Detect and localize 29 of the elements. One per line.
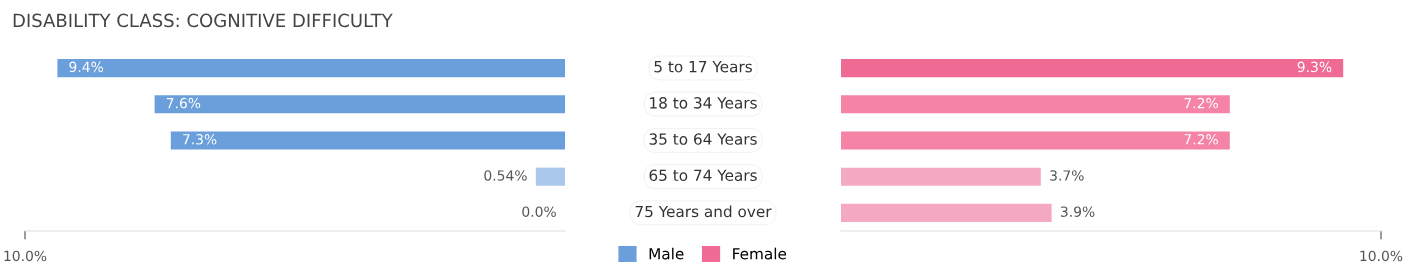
data-label: 9.3% xyxy=(1297,61,1332,73)
legend-label: Male xyxy=(649,247,684,260)
data-label: 0.0% xyxy=(522,206,556,217)
bar xyxy=(57,59,565,78)
bar xyxy=(154,95,565,114)
y-tick-label: 18 to 34 Years xyxy=(650,97,757,109)
data-label: 7.2% xyxy=(1184,97,1218,109)
bar xyxy=(841,95,1230,114)
data-label: 0.54% xyxy=(484,170,527,181)
bar xyxy=(841,203,1052,222)
data-label: 7.2% xyxy=(1184,134,1218,145)
y-tick-label: 35 to 64 Years xyxy=(649,133,757,145)
bar xyxy=(841,59,1344,78)
legend-label: Female xyxy=(733,247,787,260)
data-label: 3.9% xyxy=(1060,206,1095,217)
y-tick-label: 75 Years and over xyxy=(635,205,772,218)
y-tick-label: 5 to 17 Years xyxy=(654,61,752,73)
bar xyxy=(841,167,1041,186)
y-tick-label: 65 to 74 Years xyxy=(649,169,757,182)
x-tick-label: 10.0% xyxy=(1360,250,1403,262)
bar xyxy=(841,131,1230,150)
data-label: 9.4% xyxy=(69,61,104,73)
data-label: 7.3% xyxy=(183,134,217,145)
data-label: 3.7% xyxy=(1050,170,1084,181)
chart-title: DISABILITY CLASS: COGNITIVE DIFFICULTY xyxy=(13,13,393,28)
x-tick-label: 10.0% xyxy=(4,250,47,262)
data-label: 7.6% xyxy=(166,97,201,109)
bar xyxy=(535,167,565,186)
bar xyxy=(170,131,565,150)
